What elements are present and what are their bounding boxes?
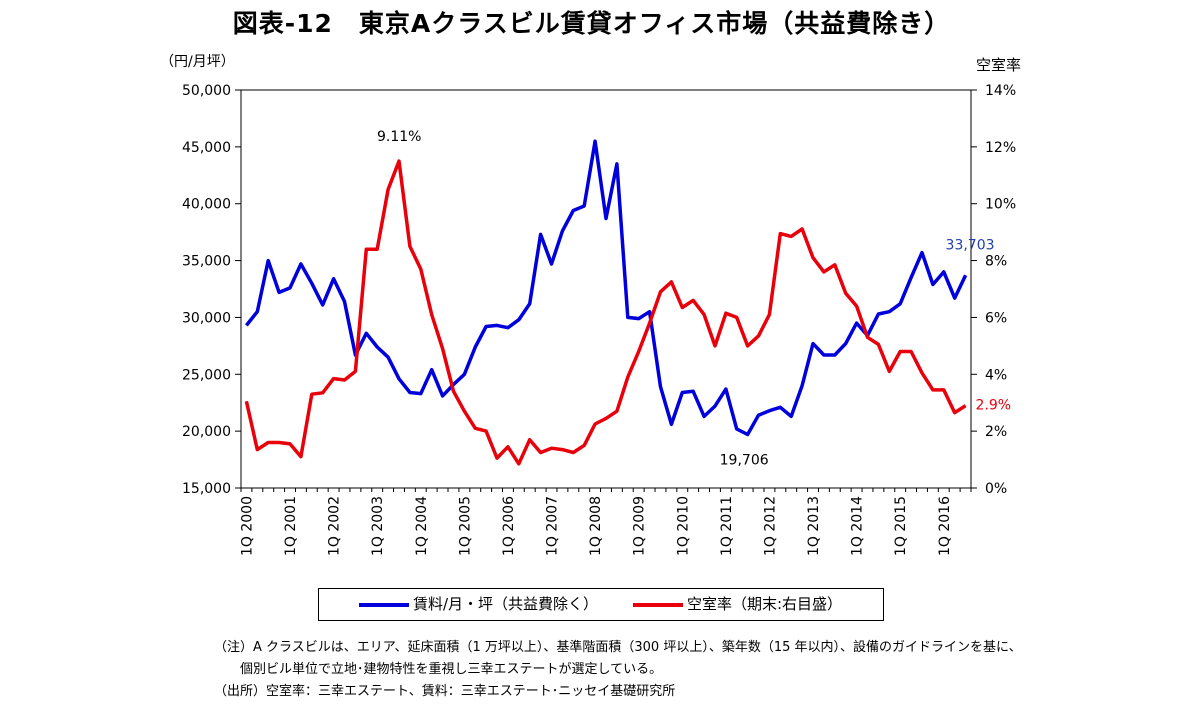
chart-title: 図表-12 東京Aクラスビル賃貸オフィス市場（共益費除き） — [232, 9, 951, 38]
y-right-tick-label: 10% — [985, 197, 1016, 213]
x-tick-label: 1Q 2009 — [632, 496, 648, 556]
legend-label-vacancy: 空室率（期末:右目盛） — [687, 595, 843, 613]
y-right-tick-label: 4% — [985, 367, 1007, 383]
x-tick-label: 1Q 2003 — [370, 496, 386, 556]
x-tick-label: 1Q 2000 — [239, 496, 255, 556]
y-left-tick-label: 50,000 — [182, 83, 231, 99]
plot-area — [240, 89, 972, 489]
note-line-2: 個別ビル単位で立地･建物特性を重視し三幸エステートが選定している。 — [214, 662, 663, 677]
y-left-axis-label: （円/月坪） — [160, 54, 235, 70]
y-right-tick-label: 14% — [985, 83, 1016, 99]
x-tick-label: 1Q 2002 — [327, 496, 343, 556]
annotation-peak-vacancy: 9.11% — [377, 129, 421, 145]
annotations-layer: 33,703 2.9% 9.11% 19,706 — [377, 129, 1011, 468]
legend-swatch-rent — [359, 602, 409, 607]
x-tick-label: 1Q 2007 — [545, 496, 561, 556]
footnotes: （注）A クラスビルは、エリア、延床面積（1 万坪以上）、基準階面積（300 坪… — [214, 637, 1022, 703]
note-line-1: （注）A クラスビルは、エリア、延床面積（1 万坪以上）、基準階面積（300 坪… — [214, 640, 1022, 655]
x-tick-label: 1Q 2005 — [457, 496, 473, 556]
y-left-tick-label: 20,000 — [182, 424, 231, 440]
x-tick-label: 1Q 2012 — [762, 496, 778, 556]
x-tick-label: 1Q 2006 — [501, 496, 517, 556]
x-tick-label: 1Q 2008 — [588, 496, 604, 556]
y-right-axis-label: 空室率 — [976, 56, 1021, 74]
x-tick-label: 1Q 2011 — [719, 496, 735, 556]
annotation-latest-rent: 33,703 — [946, 237, 995, 253]
y-right-tick-label: 2% — [985, 424, 1007, 440]
y-left-tick-label: 45,000 — [182, 140, 231, 156]
x-tick-label: 1Q 2010 — [675, 496, 691, 556]
y-left-tick-label: 30,000 — [182, 310, 231, 326]
axis-ticks: 15,000 20,000 25,000 30,000 35,000 40,000 45,0… — [182, 83, 1016, 556]
y-right-tick-label: 0% — [985, 481, 1007, 497]
x-tick-label: 1Q 2015 — [893, 496, 909, 556]
x-tick-label: 1Q 2001 — [283, 496, 299, 556]
y-right-tick-label: 12% — [985, 140, 1016, 156]
y-left-tick-label: 25,000 — [182, 367, 231, 383]
legend-item-rent: 賃料/月・坪（共益費除く） — [359, 589, 598, 620]
x-tick-label: 1Q 2014 — [850, 496, 866, 556]
x-tick-label: 1Q 2004 — [414, 496, 430, 556]
y-left-tick-label: 15,000 — [182, 481, 231, 497]
legend: 賃料/月・坪（共益費除く） 空室率（期末:右目盛） — [318, 588, 884, 621]
legend-label-rent: 賃料/月・坪（共益費除く） — [413, 595, 599, 613]
note-line-3: （出所）空室率：三幸エステート、賃料：三幸エステート･ニッセイ基礎研究所 — [214, 684, 676, 699]
legend-item-vacancy: 空室率（期末:右目盛） — [633, 589, 842, 620]
x-tick-label: 1Q 2013 — [806, 496, 822, 556]
y-right-tick-label: 6% — [985, 310, 1007, 326]
y-right-tick-label: 8% — [985, 254, 1007, 270]
rent-series-line — [245, 139, 968, 437]
x-tick-label: 1Q 2016 — [937, 496, 953, 556]
series-layer — [244, 139, 968, 466]
y-left-tick-label: 35,000 — [182, 254, 231, 270]
annotation-min-rent: 19,706 — [720, 452, 769, 468]
annotation-latest-vacancy: 2.9% — [976, 398, 1012, 414]
vacancy-series-line — [244, 159, 967, 466]
y-left-tick-label: 40,000 — [182, 197, 231, 213]
legend-swatch-vacancy — [633, 602, 683, 607]
